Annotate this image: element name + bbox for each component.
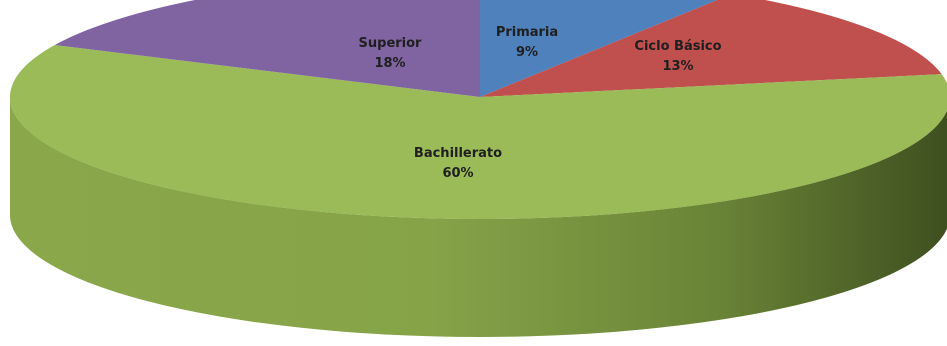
pie-slice-3 bbox=[54, 0, 480, 97]
pie-slice-1 bbox=[480, 0, 942, 97]
pie-label-name-0: Primaria bbox=[496, 25, 558, 40]
pie-label-name-1: Ciclo Básico bbox=[634, 39, 721, 54]
pie-top-layer bbox=[10, 0, 947, 219]
pie-label-value-0: 9% bbox=[516, 45, 538, 60]
pie-slice-2 bbox=[10, 45, 947, 219]
pie-label-layer: Primaria 9% Ciclo Básico 13% Bachillerato 60%… bbox=[359, 25, 722, 181]
pie-label-value-1: 13% bbox=[662, 59, 693, 74]
pie-slice-0 bbox=[480, 0, 718, 97]
pie-label-value-3: 18% bbox=[374, 56, 405, 71]
pie-side-2 bbox=[10, 97, 947, 337]
pie-label-name-3: Superior bbox=[359, 36, 423, 51]
pie-label-name-2: Bachillerato bbox=[414, 146, 502, 161]
pie-side-layer bbox=[10, 97, 947, 337]
pie-label-value-2: 60% bbox=[442, 166, 473, 181]
